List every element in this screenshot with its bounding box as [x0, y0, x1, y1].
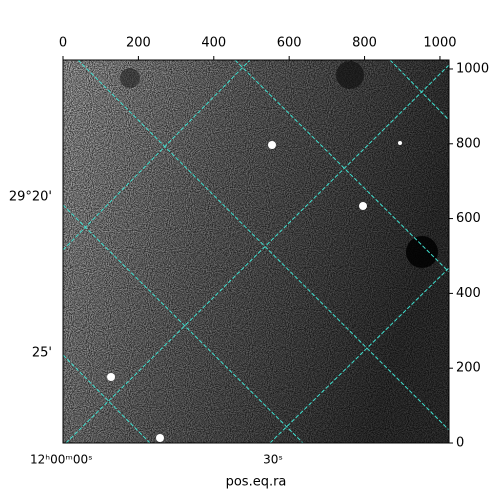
dec-tick-label: 25': [32, 346, 52, 361]
dec-tick-label: 29°20': [9, 190, 52, 205]
x-tick-label: 1000: [423, 36, 456, 51]
x-tick-label: 0: [59, 36, 67, 51]
x-tick-label: 400: [201, 36, 226, 51]
ra-tick-label: 12ʰ00ᵐ00ˢ: [30, 453, 93, 467]
y-tick-label: 1000: [456, 61, 489, 76]
x-tick-label: 800: [352, 36, 377, 51]
x-tick-label: 600: [277, 36, 302, 51]
x-tick-label: 200: [126, 36, 151, 51]
ra-tick-label: 30ˢ: [263, 453, 283, 467]
y-tick-label: 400: [456, 286, 481, 301]
y-tick-label: 600: [456, 211, 481, 226]
sky-image: [63, 60, 449, 443]
frame: [62, 59, 450, 444]
coordinate-grid: [62, 59, 450, 444]
y-tick-label: 200: [456, 361, 481, 376]
y-tick-label: 800: [456, 136, 481, 151]
x-axis-label: pos.eq.ra: [226, 475, 287, 490]
y-tick-label: 0: [456, 436, 464, 451]
